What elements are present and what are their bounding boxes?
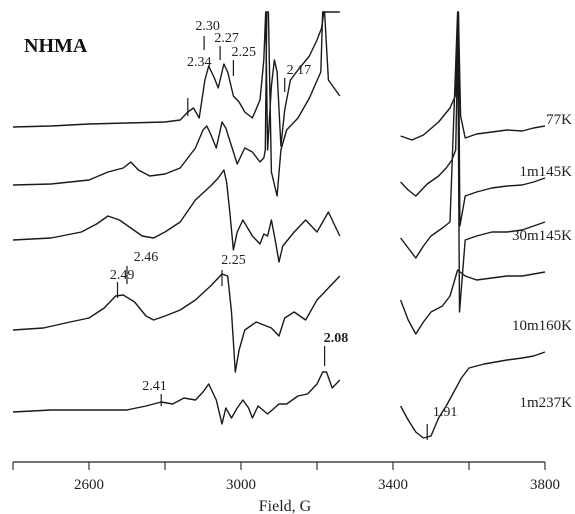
x-tick-label-3000: 3000 <box>226 477 256 493</box>
trace-30m145k-part-1 <box>12 169 341 263</box>
trace-1m145k-part-2 <box>400 11 546 227</box>
annotation-2_27-3: 2.27 <box>214 31 239 46</box>
trace-77k-part-1 <box>12 11 340 151</box>
trace-30m145k-part-2 <box>400 11 546 313</box>
annotation-2_25-4: 2.25 <box>232 45 257 60</box>
series-labels: 77K 1m145K 30m145K 10m160K 1m237K <box>512 112 572 411</box>
annotation-2_49-6: 2.49 <box>110 268 134 283</box>
annotation-2_08-9: 2.08 <box>324 331 349 346</box>
x-tick-label-3800: 3800 <box>530 477 560 493</box>
trace-1m237k-part-2 <box>399 351 546 439</box>
g-value-annotations: 2.342.302.272.252.172.492.46 2.252.082.41… <box>110 19 458 420</box>
spectra-traces <box>12 11 546 439</box>
x-tick-label-3400: 3400 <box>378 477 408 493</box>
series-label-77k: 77K <box>546 112 572 128</box>
series-label-1m145k: 1m145K <box>520 164 573 180</box>
x-axis-label: Field, G <box>259 498 312 514</box>
g-value-markers <box>116 36 428 440</box>
series-label-1m237k: 1m237K <box>520 395 573 411</box>
annotation-2_25-8: 2.25 <box>221 253 246 268</box>
trace-1m237k-part-1 <box>12 371 341 425</box>
annotation-2_41-10: 2.41 <box>142 379 167 394</box>
annotation-2_34-1: 2.34 <box>187 55 212 70</box>
x-axis: 2600 3000 3400 3800 <box>12 461 560 493</box>
annotation-2_30-2: 2.30 <box>195 19 220 34</box>
chart-title: NHMA <box>24 35 88 57</box>
trace-77k-part-2 <box>400 11 546 141</box>
trace-10m160k-part-1 <box>12 273 341 373</box>
series-label-30m145k: 30m145K <box>512 228 572 244</box>
x-tick-label-2600: 2600 <box>74 477 104 493</box>
annotation-2_46-7: 2.46 <box>134 250 159 265</box>
annotation-2_17-5: 2.17 <box>287 63 312 78</box>
trace-10m160k-part-2 <box>399 269 546 335</box>
series-label-10m160k: 10m160K <box>512 318 572 334</box>
trace-1m145k-part-1 <box>12 11 341 197</box>
annotation-1_91-11: 1.91 <box>433 405 458 420</box>
